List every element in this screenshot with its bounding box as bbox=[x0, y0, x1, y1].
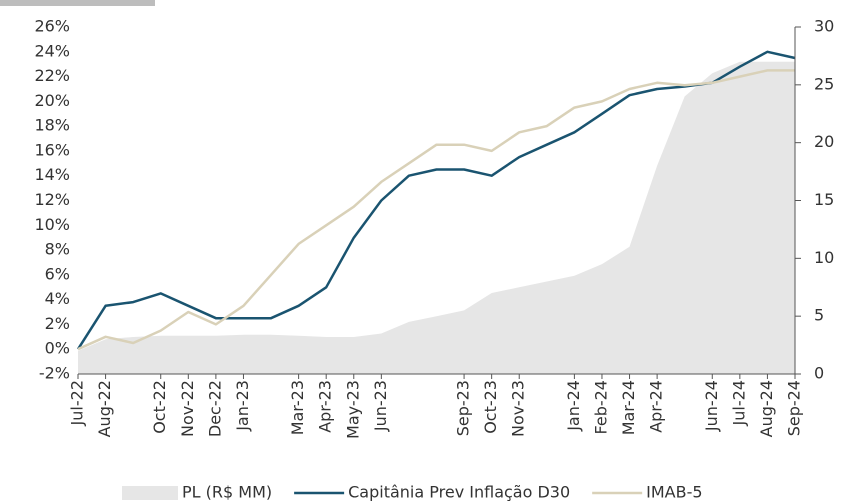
x-tick-label: Jun-23 bbox=[371, 380, 390, 432]
y-tick-label: 10% bbox=[34, 215, 70, 234]
y2-tick-label: 15 bbox=[814, 190, 834, 209]
area bbox=[78, 61, 795, 374]
x-tick-label: Oct-22 bbox=[150, 380, 169, 434]
x-tick-label: Oct-23 bbox=[481, 380, 500, 434]
y-tick-label: 2% bbox=[45, 314, 70, 333]
y-tick-label: 24% bbox=[34, 41, 70, 60]
x-tick-label: Jan-23 bbox=[233, 380, 252, 432]
x-tick-label: Dec-22 bbox=[205, 380, 224, 437]
y-tick-label: 26% bbox=[34, 17, 70, 36]
line bbox=[77, 69, 795, 351]
x-tick-label: Sep-24 bbox=[785, 380, 804, 436]
y2-tick-label: 30 bbox=[814, 17, 834, 36]
legend-label: IMAB-5 bbox=[646, 483, 702, 502]
x-tick-label: Apr-23 bbox=[316, 380, 335, 433]
y-tick-label: 6% bbox=[45, 264, 70, 283]
y-tick-label: 16% bbox=[34, 140, 70, 159]
legend-swatch bbox=[122, 486, 178, 500]
x-tick-label: Sep-23 bbox=[454, 380, 473, 436]
y-tick-label: 22% bbox=[34, 66, 70, 85]
x-tick-label: Mar-23 bbox=[288, 380, 307, 435]
header-bar bbox=[0, 0, 155, 6]
y-tick-label: 4% bbox=[45, 289, 70, 308]
line bbox=[76, 50, 796, 350]
x-tick-label: Jul-22 bbox=[68, 380, 87, 426]
x-tick-label: Jun-24 bbox=[702, 380, 721, 432]
legend-label: PL (R$ MM) bbox=[182, 483, 272, 502]
x-tick-label: May-23 bbox=[343, 380, 362, 439]
x-tick-label: Aug-24 bbox=[757, 380, 776, 437]
x-tick-label: Feb-24 bbox=[591, 380, 610, 434]
y2-tick-label: 25 bbox=[814, 74, 834, 93]
x-tick-label: Aug-22 bbox=[95, 380, 114, 437]
y-tick-label: 20% bbox=[34, 91, 70, 110]
x-tick-label: Jul-24 bbox=[729, 380, 748, 426]
y-tick-label: 0% bbox=[45, 339, 70, 358]
legend-label: Capitânia Prev Inflação D30 bbox=[348, 483, 570, 502]
x-tick-label: Apr-24 bbox=[647, 380, 666, 433]
y2-tick-label: 20 bbox=[814, 132, 834, 151]
x-tick-label: Nov-23 bbox=[509, 380, 528, 437]
y-tick-label: 14% bbox=[34, 165, 70, 184]
x-tick-label: Nov-22 bbox=[178, 380, 197, 437]
y2-tick-label: 10 bbox=[814, 248, 834, 267]
y-tick-label: 8% bbox=[45, 240, 70, 259]
y2-tick-label: 5 bbox=[814, 306, 824, 325]
x-tick-label: Mar-24 bbox=[619, 380, 638, 435]
y-tick-label: -2% bbox=[39, 364, 70, 383]
y-tick-label: 12% bbox=[34, 190, 70, 209]
y2-tick-label: 0 bbox=[814, 364, 824, 383]
x-tick-label: Jan-24 bbox=[564, 380, 583, 432]
y-tick-label: 18% bbox=[34, 116, 70, 135]
